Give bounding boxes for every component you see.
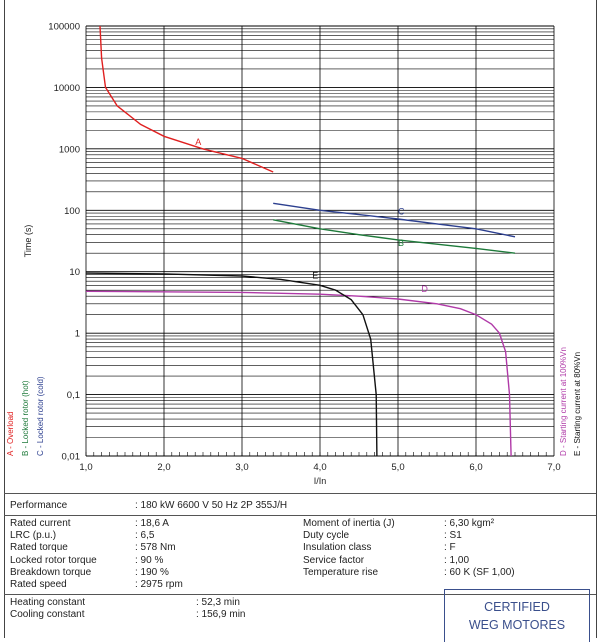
thermal-limit-chart: 1,0 2,0 3,0 4,0 5,0 6,0 7,0 0,01 0,1 1 10 100 1000 10… — [6, 22, 582, 487]
x-tick-label: 4,0 — [313, 462, 326, 473]
x-tick-label: 3,0 — [235, 462, 248, 473]
x-axis-label: I/In — [314, 476, 327, 486]
legend-entry: D - Starting current at 100%Vn — [559, 347, 568, 456]
specs-left-values: : 18,6 A : 6,5 : 578 Nm : 90 % : 190 % :… — [135, 518, 183, 591]
performance-value: : 180 kW 6600 V 50 Hz 2P 355J/H — [135, 500, 288, 511]
x-tick-label: 1,0 — [79, 462, 92, 473]
spec-value: : 90 % — [135, 554, 164, 566]
legend-entry: B - Locked rotor (hot) — [21, 380, 30, 456]
spec-label: Rated speed — [10, 578, 67, 590]
series-line-d — [85, 290, 512, 457]
y-tick-label: 100 — [64, 206, 80, 217]
legend-entry: E - Starting current at 80%Vn — [573, 352, 582, 456]
x-tick-label: 5,0 — [391, 462, 404, 473]
spec-label: LRC (p.u.) — [10, 530, 57, 542]
spec-value: : 60 K (SF 1,00) — [444, 566, 515, 578]
y-tick-label: 10000 — [54, 83, 80, 94]
y-tick-label: 1 — [75, 329, 80, 340]
constant-label: Heating constant — [10, 597, 86, 608]
spec-value: : 2975 rpm — [135, 578, 183, 590]
legend-entry: C - Locked rotor (cold) — [36, 376, 45, 456]
certified-stamp: CERTIFIED WEG MOTORES — [444, 589, 590, 642]
divider-chart — [4, 493, 596, 494]
performance-value-row: : 180 kW 6600 V 50 Hz 2P 355J/H — [135, 500, 287, 511]
spec-value: : 6,5 — [135, 530, 155, 542]
spec-label: Locked rotor torque — [10, 554, 97, 566]
spec-value: : S1 — [444, 530, 462, 542]
constant-value: : 52,3 min — [196, 597, 240, 608]
curve-label-a: A — [195, 137, 201, 147]
spec-value: : 578 Nm — [135, 542, 176, 554]
divider-specs — [4, 594, 596, 595]
constant-value: : 156,9 min — [196, 609, 246, 621]
performance-row: Performance — [10, 500, 67, 511]
spec-label: Moment of inertia (J) — [303, 518, 395, 529]
specs-right-labels: Moment of inertia (J) Duty cycle Insulat… — [303, 518, 395, 579]
divider-performance — [4, 515, 596, 516]
specs-right-values: : 6,30 kgm² : S1 : F : 1,00 : 60 K (SF 1… — [444, 518, 515, 579]
constants-labels: Heating constant Cooling constant — [10, 597, 85, 621]
constants-values: : 52,3 min : 156,9 min — [196, 597, 245, 621]
y-tick-label: 1000 — [59, 144, 80, 155]
series-line-c — [273, 202, 516, 238]
curve-label-c: C — [398, 207, 405, 217]
x-tick-label: 2,0 — [157, 462, 170, 473]
spec-label: Service factor — [303, 554, 365, 566]
spec-value: : 18,6 A — [135, 518, 169, 529]
series-line-b — [273, 219, 516, 254]
certified-text: CERTIFIED — [484, 600, 550, 614]
spec-value: : 1,00 — [444, 554, 470, 566]
spec-value: : 190 % — [135, 566, 169, 578]
y-tick-label: 10 — [69, 267, 80, 278]
y-tick-label: 0,1 — [67, 390, 80, 401]
curve-label-b: B — [398, 238, 404, 248]
spec-label: Rated current — [10, 518, 71, 529]
x-tick-label: 6,0 — [469, 462, 482, 473]
series-line-a — [99, 25, 274, 173]
series-line-e — [85, 272, 378, 457]
spec-value: : 6,30 kgm² — [444, 518, 495, 529]
curve-label-e: E — [312, 270, 318, 280]
y-tick-label: 0,01 — [62, 452, 81, 463]
spec-label: Insulation class — [303, 542, 372, 554]
performance-label: Performance — [10, 500, 68, 511]
spec-label: Duty cycle — [303, 530, 350, 542]
x-tick-label: 7,0 — [547, 462, 560, 473]
constant-label: Cooling constant — [10, 609, 85, 621]
spec-label: Rated torque — [10, 542, 68, 554]
curve-label-d: D — [421, 284, 428, 294]
legend-entry: A - Overload — [6, 412, 15, 456]
y-tick-label: 100000 — [48, 22, 80, 33]
y-axis-label: Time (s) — [23, 225, 33, 258]
spec-label: Temperature rise — [303, 566, 379, 578]
spec-value: : F — [444, 542, 456, 554]
certified-company: WEG MOTORES — [468, 618, 566, 632]
spec-label: Breakdown torque — [10, 566, 92, 578]
datasheet-frame — [4, 0, 597, 638]
specs-left-labels: Rated current LRC (p.u.) Rated torque Lo… — [10, 518, 97, 591]
